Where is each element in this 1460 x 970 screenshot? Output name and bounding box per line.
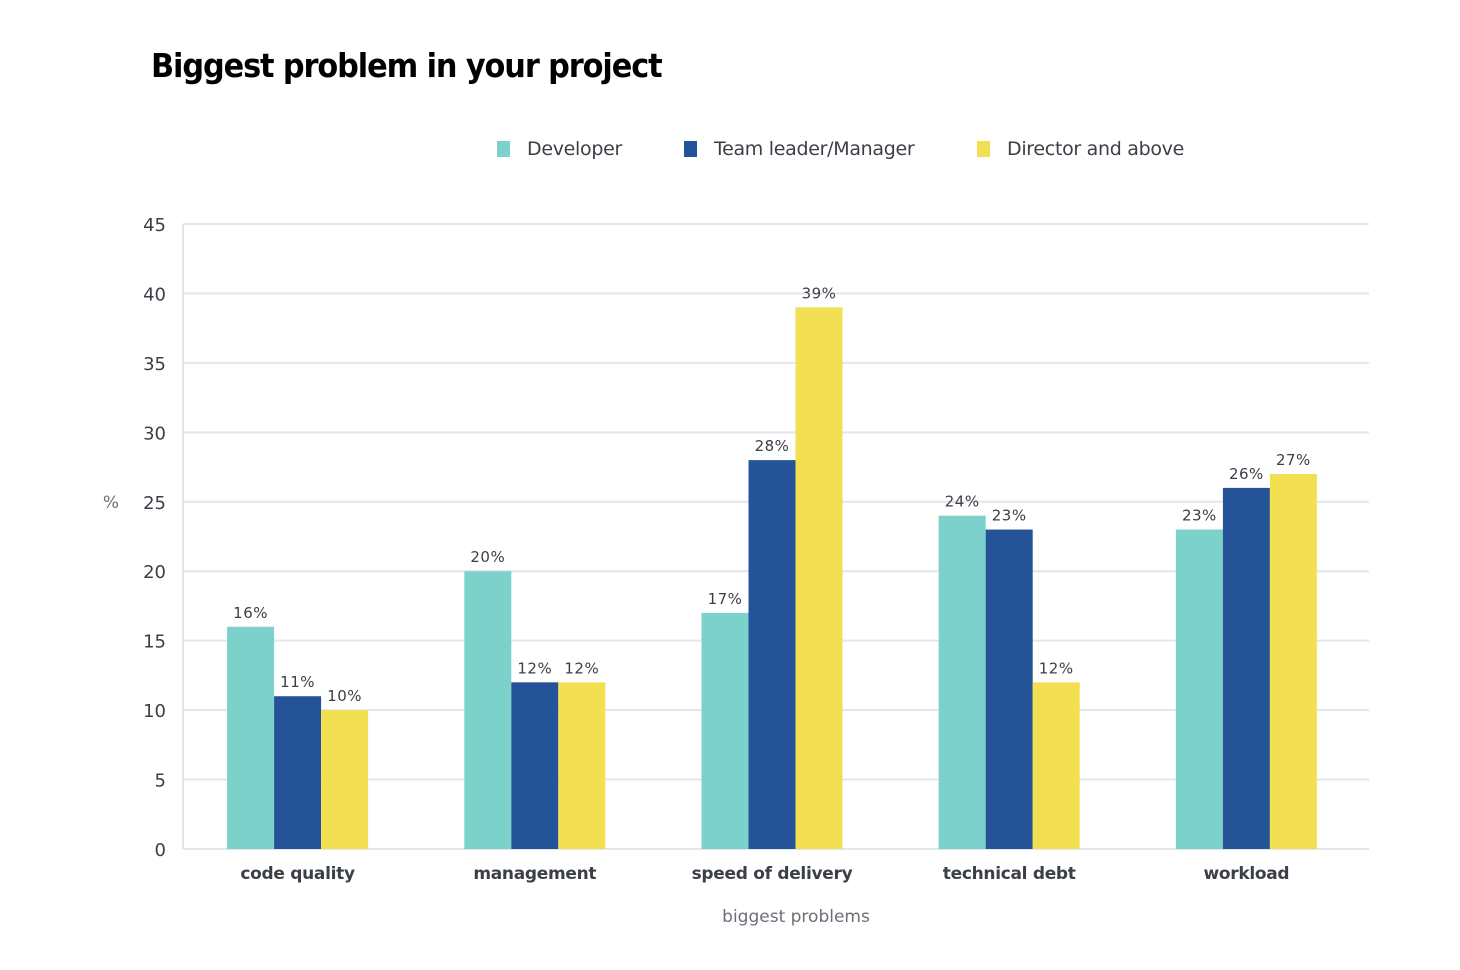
x-tick-label-code-quality: code quality xyxy=(240,864,355,884)
x-axis-title: biggest problems xyxy=(722,907,870,927)
bar-management-director-and-above xyxy=(558,682,606,849)
value-label-technical-debt-2: 12% xyxy=(1039,659,1074,677)
value-label-technical-debt-0: 24% xyxy=(945,493,980,511)
bar-management-developer xyxy=(464,571,512,849)
y-tick-label-15: 15 xyxy=(143,632,166,653)
bar-speed-of-delivery-team-leader-manager xyxy=(748,460,796,849)
legend-swatch-developer xyxy=(497,141,510,157)
value-labels: 16% 11% 10% 20% 12% 12% 17% 28% 39% 24% 23% 12% 23% 2… xyxy=(233,284,1311,705)
value-label-management-2: 12% xyxy=(564,659,599,677)
y-tick-label-20: 20 xyxy=(143,562,166,583)
y-tick-label-10: 10 xyxy=(143,701,166,722)
bar-management-team-leader-manager xyxy=(511,682,559,849)
legend-label-developer: Developer xyxy=(527,138,623,160)
x-axis-categories: code quality management speed of delivery t… xyxy=(240,864,1289,884)
value-label-code-quality-2: 10% xyxy=(327,687,362,705)
y-axis-title: % xyxy=(103,493,119,513)
legend-item-developer: Developer xyxy=(497,136,622,162)
bar-technical-debt-director-and-above xyxy=(1032,682,1080,849)
legend-swatch-director xyxy=(977,141,990,157)
x-tick-label-speed-of-delivery: speed of delivery xyxy=(692,864,853,884)
value-label-workload-0: 23% xyxy=(1182,507,1217,525)
value-label-management-0: 20% xyxy=(470,548,505,566)
value-label-speed-of-delivery-1: 28% xyxy=(755,437,790,455)
legend-label-team-leader: Team leader/Manager xyxy=(714,138,915,160)
y-tick-label-25: 25 xyxy=(143,493,166,514)
x-tick-label-technical-debt: technical debt xyxy=(943,864,1076,884)
y-tick-label-5: 5 xyxy=(155,771,166,792)
x-tick-label-workload: workload xyxy=(1203,864,1289,884)
value-label-workload-2: 27% xyxy=(1276,451,1311,469)
x-tick-label-management: management xyxy=(473,864,596,884)
value-label-speed-of-delivery-2: 39% xyxy=(802,284,837,302)
y-tick-label-35: 35 xyxy=(143,354,166,375)
bar-workload-team-leader-manager xyxy=(1222,487,1270,849)
value-label-technical-debt-1: 23% xyxy=(992,507,1027,525)
y-tick-label-40: 40 xyxy=(143,284,166,305)
bar-workload-developer xyxy=(1175,529,1223,849)
legend-swatch-team-leader xyxy=(684,141,697,157)
chart-title: Biggest problem in your project xyxy=(151,46,663,85)
bar-technical-debt-developer xyxy=(938,515,986,849)
bar-workload-director-and-above xyxy=(1269,474,1317,849)
value-label-management-1: 12% xyxy=(517,659,552,677)
value-label-code-quality-0: 16% xyxy=(233,604,268,622)
y-tick-label-0: 0 xyxy=(155,840,166,861)
legend: Developer Team leader/Manager Director a… xyxy=(0,136,1460,162)
value-label-workload-1: 26% xyxy=(1229,465,1264,483)
bar-technical-debt-team-leader-manager xyxy=(985,529,1033,849)
legend-item-director: Director and above xyxy=(977,136,1184,162)
bars xyxy=(227,307,1317,849)
bar-speed-of-delivery-director-and-above xyxy=(795,307,843,849)
y-tick-label-45: 45 xyxy=(143,215,166,236)
legend-item-team-leader: Team leader/Manager xyxy=(684,136,915,162)
y-tick-label-30: 30 xyxy=(143,423,166,444)
bar-code-quality-director-and-above xyxy=(321,710,369,849)
bar-code-quality-developer xyxy=(227,626,275,849)
bar-code-quality-team-leader-manager xyxy=(274,696,322,849)
y-axis-ticks: 0 5 10 15 20 25 30 35 40 45 xyxy=(143,215,166,861)
value-label-code-quality-1: 11% xyxy=(280,673,315,691)
value-label-speed-of-delivery-0: 17% xyxy=(708,590,743,608)
legend-label-director: Director and above xyxy=(1007,138,1185,160)
bar-speed-of-delivery-developer xyxy=(701,612,749,849)
